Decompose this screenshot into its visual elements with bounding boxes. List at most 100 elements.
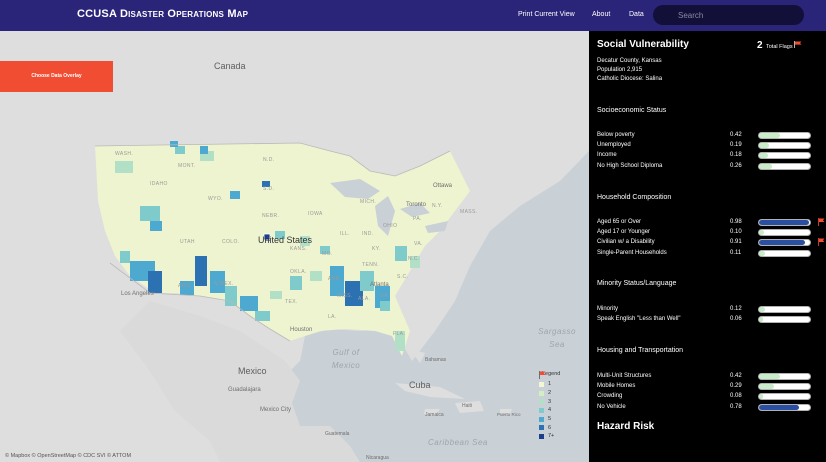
label-mo: MO. [322,251,333,257]
label-gulf-of-mexico: Gulf of Mexico [331,348,361,370]
legend-swatch [539,407,544,413]
indicator-row: Unemployed 0.19 [597,141,822,150]
label-wash: WASH. [115,151,134,157]
indicator-label: Below poverty [597,132,635,138]
label-utah: UTAH [180,239,195,245]
indicator-row: Aged 17 or Younger 0.10 [597,228,822,237]
label-nc: N.C. [408,256,420,262]
nav-data[interactable]: Data [629,11,644,18]
indicator-value: 0.42 [730,132,742,138]
label-ga: GA. [380,293,390,299]
label-guadalajara: Guadalajara [228,387,261,393]
hazard-risk-heading: Hazard Risk [597,421,655,432]
legend-label: 1 [548,381,552,388]
label-iowa: IOWA [308,211,323,217]
label-nicaragua: Nicaragua [366,455,389,461]
label-houston: Houston [290,327,313,333]
indicator-bar [758,393,811,401]
panel-title: Social Vulnerability [597,39,689,50]
indicator-bar-fill [759,404,799,410]
indicator-bar-fill [759,384,774,390]
indicator-bar [758,239,811,247]
legend-label: 3 [548,398,552,405]
nav-print-current-view[interactable]: Print Current View [518,11,575,18]
label-wyo: WYO. [208,196,223,202]
indicator-bar [758,249,811,257]
indicator-value: 0.91 [730,239,742,246]
indicator-value: 0.10 [730,229,742,236]
legend-item: 2 [539,389,560,398]
county-name: Decatur County, Kansas [597,58,662,64]
legend-label: 5 [548,416,552,423]
indicator-bar [758,132,811,139]
indicator-bar-fill [759,133,781,138]
indicator-row: Civilian w/ a Disability 0.91 [597,238,825,247]
indicator-bar [758,142,811,150]
label-los-angeles: Los Angeles [121,291,154,297]
indicator-bar [758,403,811,411]
map-attribution[interactable]: © Mapbox © OpenStreetMap © CDC SVI © ATT… [5,453,132,459]
indicator-row: Income 0.18 [597,151,822,160]
flags-label: Total Flags [766,44,793,50]
label-ala: ALA. [358,296,371,302]
label-ky: KY. [372,246,381,252]
label-atlanta: Atlanta [370,282,389,288]
label-cuba: Cuba [409,380,431,390]
selected-county-marker [263,233,271,241]
indicator-row: Speak English "Less than Well" 0.06 [597,315,822,324]
label-mont: MONT. [178,163,196,169]
label-canada: Canada [214,61,246,71]
county-population: Population 2,915 [597,67,643,73]
label-colo: COLO. [222,239,240,245]
indicator-bar-fill [759,143,769,149]
indicator-label: Single-Parent Households [597,249,667,256]
section-heading: Housing and Transportation [597,347,683,354]
indicator-label: No Vehicle [597,403,626,410]
indicator-bar-fill [759,153,769,159]
label-mich: MICH. [360,199,377,205]
legend-label: 6 [548,424,552,431]
legend-swatch [539,390,544,396]
label-mexico-city: Mexico City [260,407,292,413]
label-puerto-rico: Puerto Rico [497,412,521,417]
indicator-bar [758,219,811,226]
label-mexico: Mexico [238,366,267,376]
base-map [0,31,589,462]
indicator-label: Aged 17 or Younger [597,229,651,236]
label-ohio: OHIO [383,223,398,229]
indicator-bar [758,383,811,391]
indicator-row: Mobile Homes 0.29 [597,382,822,391]
flag-icon [794,41,802,50]
indicator-row: No Vehicle 0.78 [597,403,822,412]
section-heading: Household Composition [597,194,672,201]
indicator-bar-fill [759,317,764,323]
label-miss: MISS. [337,293,353,299]
choose-data-overlay-button[interactable]: Choose Data Overlay [0,61,113,92]
section-heading: Minority Status/Language [597,280,677,287]
indicator-label: Multi-Unit Structures [597,373,652,379]
indicator-label: Civilian w/ a Disability [597,239,655,246]
nav-about[interactable]: About [592,11,611,18]
indicator-value: 0.98 [730,219,742,225]
indicator-label: Mobile Homes [597,383,636,390]
label-tenn: TENN. [362,262,379,268]
label-va: VA. [414,241,423,247]
indicator-value: 0.78 [730,403,742,410]
indicator-row: Single-Parent Households 0.11 [597,249,822,258]
label-ark: ARK. [328,276,342,282]
legend-item: 3 [539,397,560,406]
label-ill: ILL. [340,231,350,237]
county-diocese: Catholic Diocese: Salina [597,76,663,82]
indicator-value: 0.26 [730,162,742,169]
legend-label: 2 [548,390,552,397]
legend-label: 4 [548,407,552,414]
legend-item: 7+ [539,432,560,441]
legend-swatch [539,416,544,422]
label-mass: MASS. [460,209,478,215]
indicator-value: 0.42 [730,373,742,379]
map-canvas[interactable]: Choose Data Overlay Canada United States… [0,31,589,462]
search-input[interactable] [653,5,804,25]
choropleth-layer [115,141,420,351]
label-tex: TEX. [285,299,298,305]
label-guatemala: Guatemala [325,431,350,437]
